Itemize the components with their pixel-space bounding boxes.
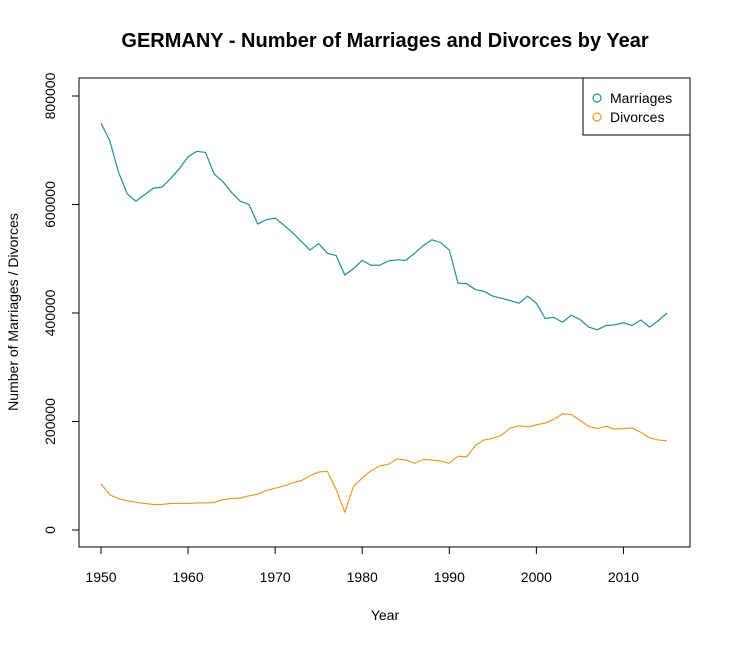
legend: Marriages Divorces [582,77,691,136]
y-axis: 0 200000 400000 600000 800000 [42,72,80,534]
chart-title: GERMANY - Number of Marriages and Divorc… [121,30,648,52]
plot-frame [78,77,691,548]
x-tick-label: 2000 [521,569,552,585]
y-tick-label: 0 [42,526,58,534]
series-line-marriages [100,122,668,331]
legend-label-marriages: Marriages [610,90,672,106]
legend-label-divorces: Divorces [610,109,664,125]
legend-box [582,77,691,136]
series-line-divorces [100,413,668,514]
x-axis: 1950 1960 1970 1980 1990 2000 2010 [85,546,639,585]
y-tick-label: 600000 [42,181,58,228]
x-tick-label: 2010 [608,569,639,585]
x-tick-label: 1950 [85,569,116,585]
x-tick-label: 1990 [434,569,465,585]
y-tick-label: 800000 [42,72,58,119]
x-tick-label: 1960 [172,569,203,585]
y-axis-label: Number of Marriages / Divorces [5,213,21,411]
y-tick-label: 200000 [42,398,58,445]
x-tick-label: 1980 [347,569,378,585]
series-layer [100,122,668,514]
legend-marker-marriages [592,93,602,103]
legend-marker-divorces [592,112,602,122]
y-tick-label: 400000 [42,289,58,336]
x-axis-label: Year [371,607,400,623]
x-tick-label: 1970 [260,569,291,585]
